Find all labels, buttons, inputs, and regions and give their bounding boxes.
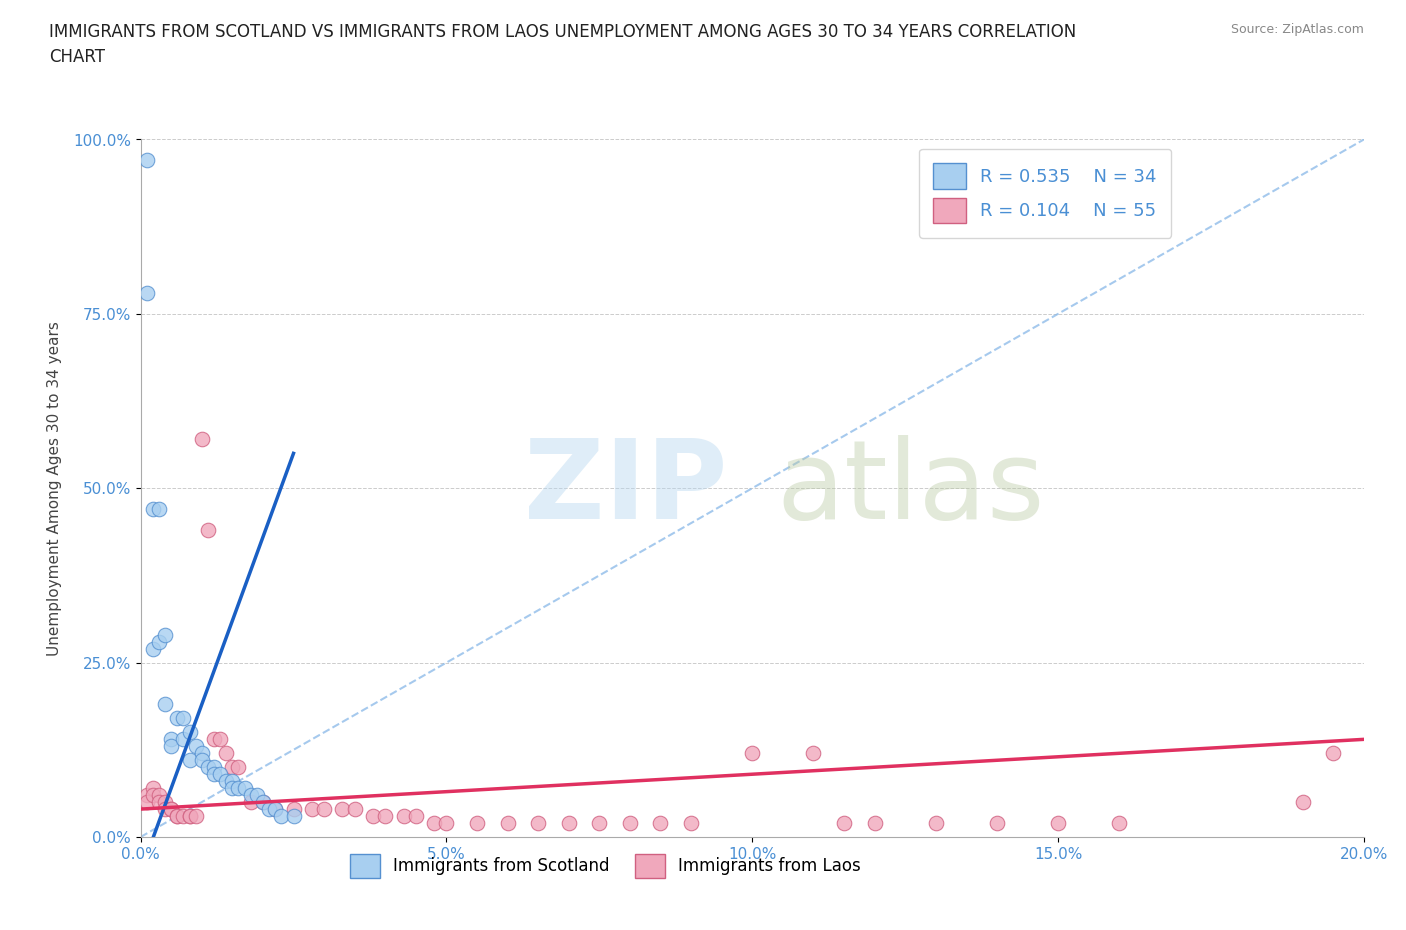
Point	[153, 794, 176, 809]
Point	[172, 711, 194, 725]
Point	[1322, 746, 1344, 761]
Point	[142, 502, 165, 517]
Point	[228, 781, 250, 796]
Point	[179, 809, 201, 824]
Point	[221, 760, 243, 775]
Point	[179, 753, 201, 768]
Text: IMMIGRANTS FROM SCOTLAND VS IMMIGRANTS FROM LAOS UNEMPLOYMENT AMONG AGES 30 TO 3: IMMIGRANTS FROM SCOTLAND VS IMMIGRANTS F…	[49, 23, 1077, 66]
Point	[283, 809, 305, 824]
Point	[160, 802, 183, 817]
Point	[588, 816, 610, 830]
Point	[172, 809, 194, 824]
Point	[221, 774, 243, 789]
Point	[184, 809, 207, 824]
Point	[239, 794, 262, 809]
Point	[148, 788, 170, 803]
Point	[257, 802, 280, 817]
Point	[209, 766, 232, 781]
Point	[153, 628, 176, 643]
Text: atlas: atlas	[776, 434, 1045, 542]
Point	[283, 802, 305, 817]
Point	[153, 698, 176, 712]
Point	[148, 502, 170, 517]
Point	[332, 802, 354, 817]
Point	[215, 746, 238, 761]
Point	[215, 774, 238, 789]
Point	[202, 732, 225, 747]
Point	[246, 788, 269, 803]
Point	[228, 760, 250, 775]
Point	[142, 788, 165, 803]
Point	[197, 523, 219, 538]
Point	[681, 816, 703, 830]
Text: ZIP: ZIP	[524, 434, 728, 542]
Point	[312, 802, 335, 817]
Point	[496, 816, 519, 830]
Point	[392, 809, 415, 824]
Point	[650, 816, 672, 830]
Point	[160, 802, 183, 817]
Point	[172, 732, 194, 747]
Point	[925, 816, 948, 830]
Point	[436, 816, 458, 830]
Point	[343, 802, 366, 817]
Point	[191, 753, 214, 768]
Legend: Immigrants from Scotland, Immigrants from Laos: Immigrants from Scotland, Immigrants fro…	[343, 847, 868, 884]
Point	[1291, 794, 1313, 809]
Point	[166, 711, 188, 725]
Point	[191, 746, 214, 761]
Point	[405, 809, 427, 824]
Point	[166, 809, 188, 824]
Point	[184, 738, 207, 753]
Point	[803, 746, 825, 761]
Point	[179, 725, 201, 740]
Point	[153, 802, 176, 817]
Point	[135, 153, 157, 168]
Point	[148, 794, 170, 809]
Point	[148, 634, 170, 649]
Point	[135, 286, 157, 300]
Point	[832, 816, 855, 830]
Text: Source: ZipAtlas.com: Source: ZipAtlas.com	[1230, 23, 1364, 36]
Point	[179, 809, 201, 824]
Point	[527, 816, 550, 830]
Point	[166, 809, 188, 824]
Point	[986, 816, 1008, 830]
Point	[252, 794, 274, 809]
Point	[197, 760, 219, 775]
Point	[619, 816, 641, 830]
Point	[1046, 816, 1070, 830]
Point	[465, 816, 488, 830]
Point	[361, 809, 384, 824]
Point	[252, 794, 274, 809]
Point	[142, 781, 165, 796]
Point	[135, 794, 157, 809]
Point	[191, 432, 214, 447]
Point	[209, 732, 232, 747]
Point	[160, 732, 183, 747]
Point	[270, 809, 292, 824]
Point	[202, 766, 225, 781]
Point	[160, 738, 183, 753]
Point	[558, 816, 581, 830]
Point	[1108, 816, 1130, 830]
Point	[741, 746, 763, 761]
Point	[142, 642, 165, 657]
Point	[239, 788, 262, 803]
Point	[264, 802, 287, 817]
Y-axis label: Unemployment Among Ages 30 to 34 years: Unemployment Among Ages 30 to 34 years	[46, 321, 62, 656]
Point	[423, 816, 446, 830]
Point	[135, 788, 157, 803]
Point	[264, 802, 287, 817]
Point	[233, 781, 256, 796]
Point	[863, 816, 886, 830]
Point	[202, 760, 225, 775]
Point	[374, 809, 396, 824]
Point	[301, 802, 323, 817]
Point	[221, 781, 243, 796]
